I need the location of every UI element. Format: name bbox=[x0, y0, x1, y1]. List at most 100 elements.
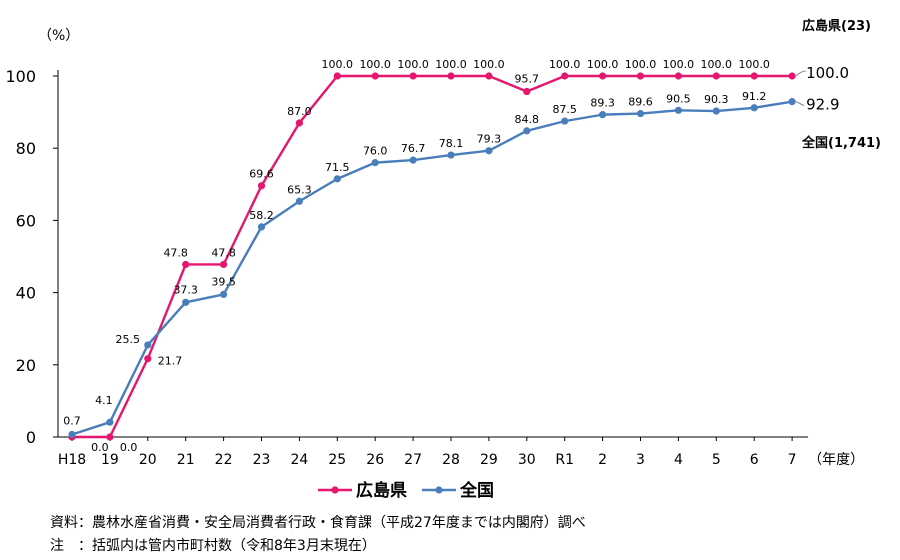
series-line-national bbox=[71, 100, 793, 436]
data-point-national bbox=[371, 159, 379, 167]
series-name-national: 全国(1,741) bbox=[801, 135, 881, 151]
data-point-national bbox=[523, 127, 531, 135]
data-label-national: 76.7 bbox=[401, 142, 426, 155]
x-tick-label: 29 bbox=[480, 452, 498, 468]
data-label-national: 25.5 bbox=[116, 333, 141, 346]
data-point-national bbox=[409, 156, 417, 164]
data-point-hiroshima bbox=[523, 87, 531, 96]
data-label-hiroshima: 100.0 bbox=[738, 58, 770, 71]
data-label-hiroshima: 100.0 bbox=[663, 58, 695, 71]
data-label-national: 91.2 bbox=[742, 90, 767, 103]
data-point-national bbox=[333, 175, 341, 183]
data-label-hiroshima: 95.7 bbox=[515, 73, 540, 86]
legend-label: 広島県 bbox=[356, 480, 407, 501]
data-point-hiroshima bbox=[409, 72, 417, 80]
data-point-hiroshima bbox=[182, 260, 190, 269]
data-label-hiroshima: 100.0 bbox=[549, 58, 581, 71]
y-tick-label: 100 bbox=[5, 67, 36, 86]
x-tick-label: 30 bbox=[518, 452, 536, 468]
data-label-hiroshima-first-zero: 0.0 bbox=[91, 441, 109, 454]
x-tick-label: 26 bbox=[366, 452, 384, 468]
x-tick-label: 28 bbox=[442, 452, 460, 468]
y-tick-label: 0 bbox=[26, 428, 36, 447]
data-point-hiroshima bbox=[333, 72, 341, 80]
data-label-hiroshima: 87.0 bbox=[287, 105, 312, 118]
data-label-hiroshima: 100.0 bbox=[397, 58, 429, 71]
data-point-national bbox=[447, 151, 455, 159]
data-label-hiroshima: 47.8 bbox=[211, 246, 236, 259]
data-label-national: 87.5 bbox=[552, 103, 577, 116]
x-tick-label: 21 bbox=[177, 452, 195, 468]
data-point-hiroshima bbox=[712, 72, 720, 80]
data-label-national: 79.3 bbox=[477, 133, 502, 146]
data-point-hiroshima bbox=[257, 182, 266, 190]
data-label-national: 65.3 bbox=[287, 183, 312, 196]
data-label-national: 89.6 bbox=[628, 96, 653, 109]
source-note: 資料：農林水産省消費・安全局消費者行政・食育課（平成27年度までは内閣府）調べ bbox=[50, 515, 586, 531]
data-point-hiroshima bbox=[750, 72, 758, 80]
x-tick-label: 22 bbox=[215, 452, 233, 468]
y-tick-label: 40 bbox=[16, 284, 36, 303]
data-label-hiroshima: 21.7 bbox=[158, 355, 183, 368]
x-tick-label: 6 bbox=[750, 452, 759, 468]
end-value-hiroshima: 100.0 bbox=[806, 64, 849, 82]
data-point-national bbox=[68, 430, 76, 439]
data-label-hiroshima: 100.0 bbox=[701, 58, 733, 71]
end-value-national: 92.9 bbox=[806, 96, 839, 114]
x-tick-label: 20 bbox=[139, 452, 157, 468]
x-unit-label: （年度） bbox=[808, 452, 864, 468]
data-point-national bbox=[788, 98, 796, 106]
series-line-hiroshima bbox=[72, 74, 793, 439]
x-tick-label: 5 bbox=[712, 452, 721, 468]
data-point-hiroshima bbox=[106, 433, 114, 441]
data-label-hiroshima: 100.0 bbox=[322, 58, 354, 71]
series-name-hiroshima: 広島県(23) bbox=[802, 18, 871, 34]
data-label-hiroshima: 100.0 bbox=[435, 58, 467, 71]
data-point-national bbox=[674, 106, 683, 114]
data-label-hiroshima: 47.8 bbox=[163, 246, 188, 259]
y-unit-label: （%） bbox=[38, 28, 79, 44]
data-point-national bbox=[636, 109, 645, 118]
data-point-hiroshima bbox=[295, 119, 303, 127]
legend-swatch-marker bbox=[435, 486, 443, 494]
data-point-national bbox=[144, 341, 152, 349]
x-tick-label: H18 bbox=[58, 452, 86, 468]
x-tick-label: 4 bbox=[674, 452, 683, 468]
data-label-national: 78.1 bbox=[439, 137, 464, 150]
x-tick-label: 23 bbox=[253, 452, 271, 468]
data-label-national: 0.7 bbox=[63, 414, 81, 427]
data-label-hiroshima: 100.0 bbox=[625, 58, 657, 71]
data-label-national: 4.1 bbox=[95, 394, 113, 407]
data-label-national: 58.2 bbox=[249, 209, 274, 222]
data-point-national bbox=[295, 197, 303, 205]
data-label-national: 76.0 bbox=[363, 145, 388, 158]
data-label-national: 37.3 bbox=[173, 283, 198, 296]
data-label-national: 90.5 bbox=[666, 92, 691, 105]
data-point-hiroshima bbox=[599, 72, 607, 80]
data-point-hiroshima bbox=[674, 72, 683, 80]
data-point-hiroshima bbox=[485, 72, 493, 80]
x-tick-label: R1 bbox=[555, 452, 574, 468]
x-tick-label: 19 bbox=[101, 452, 119, 468]
data-point-hiroshima bbox=[220, 260, 228, 269]
data-label-national: 90.3 bbox=[704, 93, 729, 106]
data-point-hiroshima bbox=[144, 355, 152, 363]
leader-line-national bbox=[795, 101, 805, 107]
data-point-national bbox=[485, 147, 493, 155]
data-point-national bbox=[599, 111, 607, 119]
x-tick-label: 27 bbox=[404, 452, 422, 468]
data-point-hiroshima bbox=[447, 72, 455, 80]
y-tick-label: 60 bbox=[16, 211, 36, 230]
y-tick-label: 80 bbox=[16, 139, 36, 158]
data-label-hiroshima: 100.0 bbox=[587, 58, 619, 71]
data-label-hiroshima: 100.0 bbox=[359, 58, 391, 71]
data-label-hiroshima: 69.6 bbox=[249, 168, 274, 181]
data-label-national: 71.5 bbox=[325, 161, 350, 174]
legend-label: 全国 bbox=[459, 480, 494, 501]
data-label-hiroshima: 100.0 bbox=[473, 58, 505, 71]
x-tick-label: 24 bbox=[290, 452, 308, 468]
x-tick-label: 2 bbox=[598, 452, 607, 468]
leader-line-hiroshima bbox=[795, 70, 807, 77]
